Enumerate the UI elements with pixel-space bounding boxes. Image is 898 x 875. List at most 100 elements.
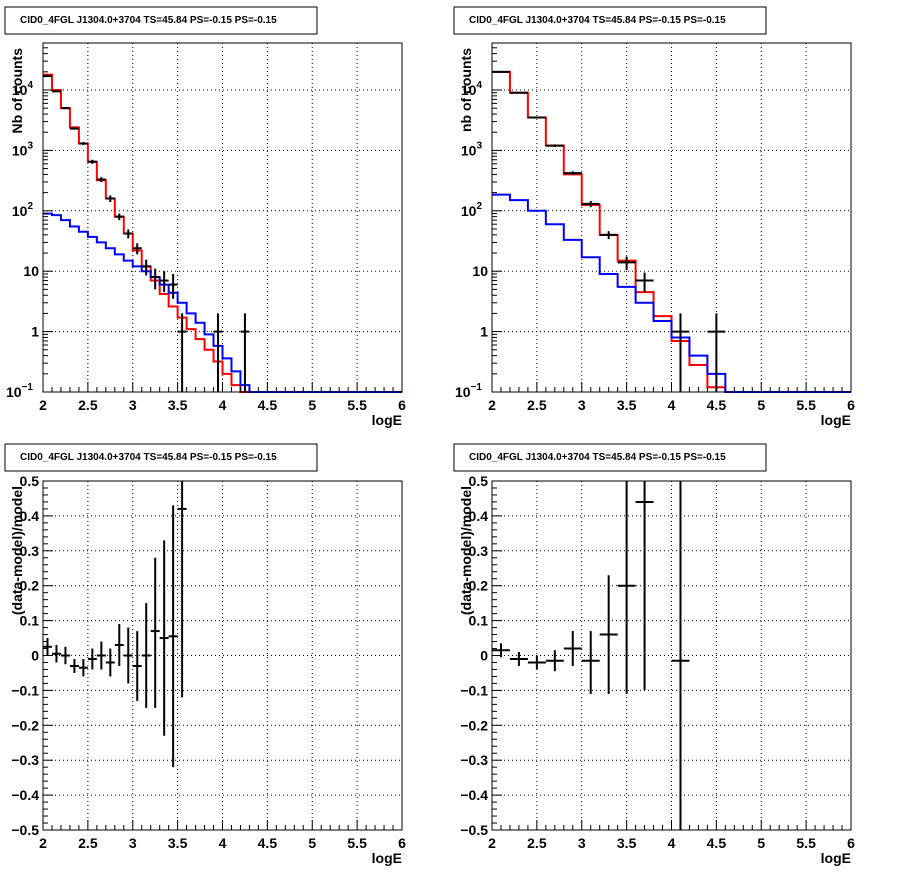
y-tick-exponent: −1 (22, 382, 34, 393)
data-point (527, 116, 546, 119)
data-point (150, 268, 160, 290)
y-tick-label: 102 (461, 201, 483, 219)
x-tick-label: 4.5 (707, 835, 727, 851)
chart-panel-3: 2 2.5 3 3.5 4 4.5 5 5.5 6logE−0.5−0.4−0.3−0.2−0.… (4, 443, 406, 866)
y-tick-label: 0.5 (469, 473, 489, 489)
y-tick-label: −0.3 (460, 752, 488, 768)
data-point (492, 643, 510, 658)
y-axis-label: (data-model)/model (458, 486, 474, 615)
data-point (123, 229, 133, 239)
y-tick-exponent: 2 (476, 201, 482, 212)
x-tick-label: 3 (578, 835, 586, 851)
y-tick-label: −0.2 (11, 717, 39, 733)
title-box (453, 6, 767, 35)
y-tick-label: −0.5 (460, 822, 488, 838)
data-point (87, 648, 97, 670)
y-tick-label: 10−1 (455, 382, 482, 400)
data-point (105, 648, 115, 677)
x-tick-label: 2 (488, 397, 496, 413)
y-tick-base: 10 (461, 203, 477, 219)
y-tick-label: 0 (31, 648, 39, 664)
x-tick-label: 3.5 (168, 397, 188, 413)
data-point (60, 646, 70, 665)
data-point (213, 313, 223, 392)
data-point (527, 655, 546, 670)
x-tick-label: 6 (398, 397, 406, 413)
data-point (177, 481, 187, 698)
x-tick-label: 5.5 (796, 835, 816, 851)
y-tick-exponent: −1 (471, 382, 483, 393)
y-tick-base: 10 (461, 142, 477, 158)
x-tick-label: 2.5 (527, 397, 547, 413)
x-tick-label: 2 (488, 835, 496, 851)
data-point (545, 650, 564, 672)
y-tick-base: 10 (12, 142, 28, 158)
data-point (132, 243, 142, 255)
y-tick-label: 0.3 (469, 543, 489, 559)
y-tick-base: 10 (12, 82, 28, 98)
chart-title: CID0_4FGL J1304.0+3704 TS=45.84 PS=-0.15… (469, 15, 726, 26)
x-tick-label: 4 (219, 397, 227, 413)
data-point (60, 107, 70, 110)
chart-title: CID0_4FGL J1304.0+3704 TS=45.84 PS=-0.15… (469, 452, 726, 463)
x-tick-label: 4 (219, 835, 227, 851)
data-point (43, 75, 52, 78)
y-tick-base: 10 (455, 384, 471, 400)
y-tick-exponent: 4 (27, 80, 33, 91)
data-point (240, 313, 250, 392)
x-tick-label: 3.5 (168, 835, 188, 851)
y-tick-label: 10 (472, 263, 488, 279)
data-point (105, 195, 115, 202)
chart-title: CID0_4FGL J1304.0+3704 TS=45.84 PS=-0.15… (20, 452, 277, 463)
data-point (509, 652, 528, 666)
x-tick-label: 5 (308, 397, 316, 413)
data-point (545, 144, 564, 147)
data-point (96, 177, 106, 182)
y-tick-label: 0 (480, 648, 488, 664)
y-tick-label: 0.5 (20, 473, 40, 489)
data-point (168, 273, 178, 299)
data-point (43, 638, 52, 656)
y-tick-label: 10 (23, 263, 39, 279)
x-axis: 2 2.5 3 3.5 4 4.5 5 5.5 6 (488, 382, 855, 413)
data-point (581, 631, 600, 694)
x-tick-label: 4.5 (258, 397, 278, 413)
x-axis-label: logE (372, 412, 402, 428)
y-tick-label: −0.1 (460, 682, 488, 698)
data-point (635, 481, 654, 691)
x-tick-label: 5 (757, 397, 765, 413)
x-tick-label: 4 (668, 397, 676, 413)
y-tick-exponent: 3 (476, 140, 482, 151)
data-point (599, 575, 618, 694)
chart-title: CID0_4FGL J1304.0+3704 TS=45.84 PS=-0.15… (20, 15, 277, 26)
chart-panel-1: 2 2.5 3 3.5 4 4.5 5 5.5 6logE10−1110102103104Nb … (4, 6, 406, 428)
y-tick-base: 10 (6, 384, 22, 400)
chart-panel-4: 2 2.5 3 3.5 4 4.5 5 5.5 6logE−0.5−0.4−0.3−0.2−0.… (453, 443, 855, 866)
x-tick-label: 3 (129, 835, 137, 851)
data-point (87, 159, 97, 164)
data-point (51, 645, 61, 663)
y-tick-label: 1 (31, 324, 39, 340)
x-tick-label: 5 (308, 835, 316, 851)
y-tick-label: −0.3 (11, 752, 39, 768)
y-tick-label: −0.5 (11, 822, 39, 838)
data-point (635, 272, 654, 293)
y-tick-label: 0.2 (469, 578, 489, 594)
data-point (141, 603, 151, 708)
y-axis: −0.5 −0.4 −0.3 −0.2 −0.1 0 0.1 0.2 0.3 0.4 0.5 (460, 473, 502, 838)
x-tick-label: 5 (757, 835, 765, 851)
y-tick-label: 0.4 (469, 508, 489, 524)
x-tick-label: 2.5 (78, 835, 98, 851)
data-point (114, 213, 124, 221)
y-tick-label: 103 (12, 140, 34, 158)
y-tick-label: 0.4 (20, 508, 40, 524)
data-point (563, 631, 582, 666)
data-point (509, 91, 528, 94)
x-tick-label: 6 (398, 835, 406, 851)
x-axis-label: logE (372, 850, 402, 866)
y-tick-label: 0.3 (20, 543, 40, 559)
y-tick-exponent: 4 (476, 80, 482, 91)
data-point (69, 127, 79, 130)
